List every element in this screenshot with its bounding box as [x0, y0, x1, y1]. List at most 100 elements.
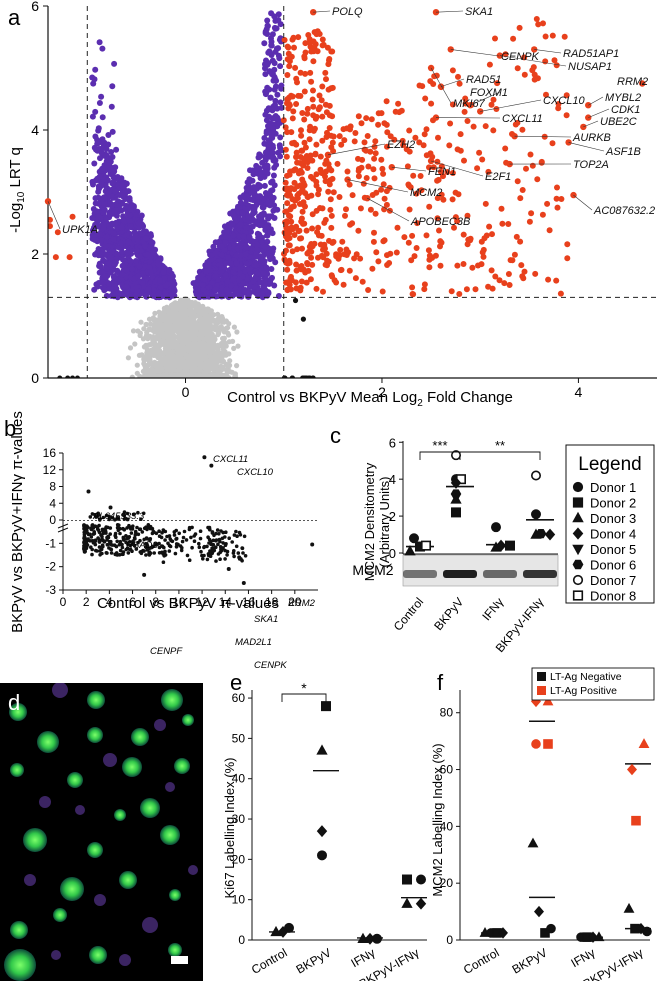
purple-point	[230, 212, 237, 219]
purple-point	[257, 279, 264, 286]
purple-point	[127, 206, 134, 213]
purple-point	[96, 39, 103, 46]
purple-point	[89, 113, 96, 120]
gray-point	[181, 297, 187, 303]
gray-point	[164, 330, 170, 336]
purple-point	[90, 206, 97, 212]
purple-point	[254, 230, 261, 237]
gray-point	[187, 318, 193, 324]
red-point	[406, 206, 413, 213]
red-point	[449, 67, 456, 74]
purple-point	[127, 258, 134, 265]
purple-point	[119, 183, 126, 190]
red-point	[437, 238, 444, 245]
gray-point	[177, 332, 183, 338]
red-point	[381, 120, 388, 127]
purple-point	[220, 293, 227, 299]
purple-point	[277, 99, 284, 106]
red-point	[549, 140, 556, 147]
gray-point	[196, 310, 202, 316]
purple-point	[101, 139, 108, 146]
purple-point	[230, 232, 237, 239]
gray-point	[162, 312, 168, 319]
red-point	[368, 116, 375, 123]
purple-point	[111, 209, 118, 215]
purple-point	[250, 184, 257, 191]
gray-point	[175, 301, 181, 307]
gray-point	[230, 338, 236, 344]
red-point	[373, 249, 380, 256]
gray-point	[178, 308, 184, 315]
purple-point	[237, 286, 243, 293]
purple-point	[148, 268, 154, 275]
gray-point	[153, 350, 159, 356]
purple-point	[268, 42, 275, 49]
gray-point	[211, 354, 218, 360]
purple-point	[240, 194, 247, 200]
red-point	[380, 238, 387, 245]
gray-point	[224, 362, 230, 368]
purple-point	[110, 236, 117, 243]
gray-point	[197, 367, 203, 373]
gray-point	[190, 332, 196, 338]
purple-point	[115, 290, 122, 296]
purple-point	[101, 201, 108, 208]
gray-point	[218, 326, 224, 332]
gray-point	[152, 310, 158, 316]
gray-point	[169, 323, 175, 330]
purple-point	[243, 224, 250, 231]
gray-point	[137, 330, 143, 336]
gray-point	[235, 343, 241, 349]
purple-point	[107, 255, 114, 262]
purple-point	[136, 253, 143, 260]
purple-point	[91, 144, 98, 151]
gray-point	[171, 338, 177, 344]
purple-point	[259, 204, 266, 211]
purple-point	[261, 173, 268, 180]
purple-point	[275, 45, 282, 52]
purple-point	[270, 125, 276, 131]
red-point	[426, 203, 433, 210]
gray-point	[182, 328, 188, 334]
purple-point	[267, 68, 274, 75]
gray-point	[185, 310, 191, 316]
purple-point	[138, 212, 145, 219]
red-point	[416, 139, 423, 146]
purple-point	[236, 276, 243, 283]
gray-point	[127, 345, 134, 351]
gray-point	[163, 350, 169, 356]
red-point	[502, 145, 509, 152]
purple-point	[251, 283, 258, 290]
purple-point	[92, 200, 99, 207]
gray-point	[164, 362, 170, 368]
purple-point	[242, 251, 249, 258]
purple-point	[162, 282, 169, 289]
purple-point	[252, 275, 259, 282]
purple-point	[275, 52, 282, 59]
purple-point	[262, 88, 269, 95]
purple-point	[92, 251, 99, 258]
gray-point	[164, 321, 170, 327]
purple-point	[246, 267, 253, 274]
purple-point	[92, 66, 99, 73]
red-point	[482, 123, 489, 130]
gray-point	[134, 362, 140, 368]
purple-point	[106, 260, 112, 267]
purple-point	[194, 287, 201, 294]
purple-point	[134, 247, 140, 254]
gray-point	[149, 367, 155, 373]
purple-point	[100, 209, 107, 216]
purple-point	[94, 238, 101, 245]
purple-point	[262, 30, 269, 36]
purple-point	[275, 11, 282, 18]
gray-point	[197, 340, 203, 347]
red-point	[488, 267, 495, 274]
gray-point	[200, 309, 206, 315]
purple-point	[218, 243, 225, 250]
purple-point	[257, 257, 264, 264]
purple-point	[270, 157, 277, 164]
purple-point	[212, 272, 219, 279]
gray-point	[218, 374, 224, 378]
purple-point	[155, 261, 162, 268]
